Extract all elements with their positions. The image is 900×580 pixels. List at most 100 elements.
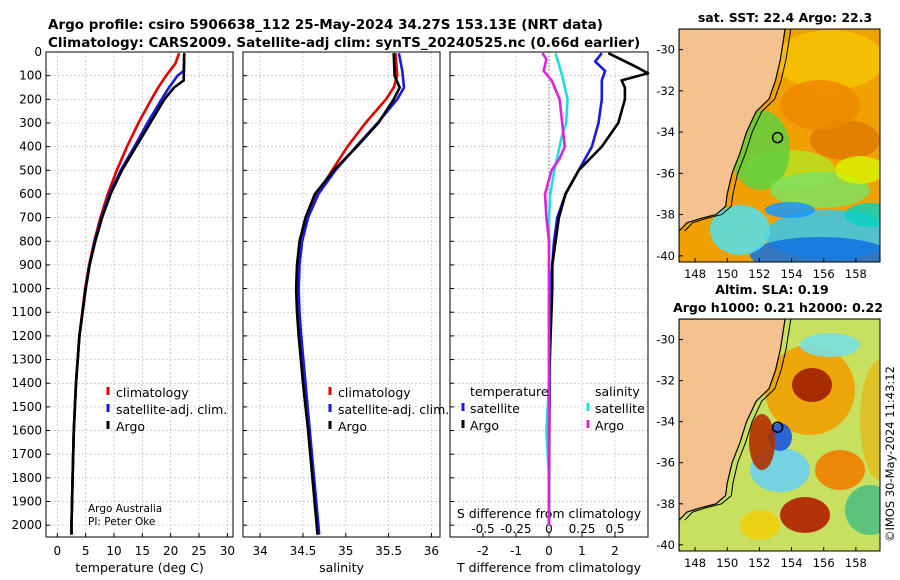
map2-xtick-label: 150: [716, 556, 738, 570]
sst-field-patch: [775, 30, 880, 90]
temperature-xtick-label: 5: [82, 544, 90, 558]
salinity-legend-label: satellite-adj. clim.: [338, 402, 449, 417]
difference-xtick-label: -1: [510, 544, 522, 558]
map2-xtick-label: 154: [781, 556, 803, 570]
salinity-xtick-label: 34.5: [290, 544, 317, 558]
sla-map-title: Altim. SLA: 0.19: [715, 282, 828, 297]
sla-map: -30 -32 -34 -36 -38 -40 148 150 152 154 156 158: [656, 318, 881, 570]
temperature-ytick-label: 1400: [11, 376, 42, 390]
temperature-legend-label: climatology: [116, 385, 189, 400]
temperature-ytick-label: 1700: [11, 447, 42, 461]
map1-content: [679, 29, 880, 262]
series-t-satellite: [547, 52, 607, 526]
map2-ytick-label: -40: [656, 538, 675, 552]
salinity-xtick-label: 35.5: [375, 544, 402, 558]
figure-title-line1: Argo profile: csiro 5906638_112 25-May-2…: [48, 17, 603, 33]
map2-ytick-label: -38: [656, 497, 675, 511]
s-tick-label: 0.25: [569, 522, 596, 536]
imos-watermark: ©IMOS 30-May-2024 11:43:12: [883, 366, 897, 542]
temperature-ytick-label: 1100: [11, 305, 42, 319]
temperature-legend-label: Argo: [116, 419, 145, 434]
legend-salinity-title: salinity: [595, 384, 640, 399]
map1-xtick-label: 154: [781, 267, 803, 281]
difference-xlabel: T difference from climatology: [456, 560, 642, 575]
sst-map: -30 -32 -34 -36 -38 -40 148 150 152 154 156 158: [656, 28, 881, 281]
map2-ytick-label: -30: [656, 333, 675, 347]
temperature-xlabel: temperature (deg C): [75, 560, 204, 575]
temperature-ytick-label: 900: [19, 258, 42, 272]
salinity-xtick-label: 35: [338, 544, 353, 558]
map1-ytick-label: -34: [656, 125, 675, 139]
sst-map-title: sat. SST: 22.4 Argo: 22.3: [698, 10, 872, 25]
sst-field-patch: [765, 202, 815, 218]
temperature-xtick-label: 0: [54, 544, 62, 558]
map1-xtick-label: 152: [748, 267, 770, 281]
map1-ytick-label: -36: [656, 166, 675, 180]
temperature-ytick-label: 1600: [11, 424, 42, 438]
temperature-ytick-label: 1900: [11, 495, 42, 509]
difference-xtick-label: 2: [611, 544, 619, 558]
map1-shelf-contour: [684, 29, 792, 232]
sla-field-patch: [815, 450, 865, 490]
salinity-frame: [242, 51, 441, 538]
temperature-ytick-label: 600: [19, 187, 42, 201]
salinity-xtick-label: 34: [252, 544, 267, 558]
map1-xtick-label: 148: [684, 267, 706, 281]
map1-ytick-label: -30: [656, 43, 675, 57]
sst-field-patch: [810, 120, 880, 160]
temperature-ytick-label: 200: [19, 92, 42, 106]
map2-shelf-contour: [684, 319, 792, 521]
legend-temperature-title: temperature: [470, 384, 549, 399]
legend-s-label: satellite: [595, 401, 645, 416]
salinity-xlabel: salinity: [319, 560, 364, 575]
temperature-xtick-label: 15: [135, 544, 150, 558]
sst-field-patch: [780, 80, 860, 130]
series-s-argo: [541, 52, 567, 526]
temperature-xtick-label: 20: [163, 544, 178, 558]
map1-ytick-label: -32: [656, 84, 675, 98]
s-tick-label: 0.5: [605, 522, 624, 536]
map2-ytick-label: -36: [656, 456, 675, 470]
map1-ytick-label: -40: [656, 249, 675, 263]
difference-xtick-label: 1: [578, 544, 586, 558]
map2-argo-marker: [771, 421, 784, 433]
temperature-frame: [45, 51, 234, 538]
sst-field-patch: [835, 156, 880, 184]
map1-frame: [678, 28, 881, 263]
legend-t-label: satellite: [470, 401, 520, 416]
map2-xtick-label: 156: [813, 556, 835, 570]
map2-frame: [678, 318, 881, 552]
map2-land: [679, 319, 786, 551]
temperature-ytick-label: 1500: [11, 400, 42, 414]
map2-xtick-label: 158: [845, 556, 867, 570]
map2-ytick-label: -32: [656, 374, 675, 388]
difference-xtick-label: -2: [477, 544, 489, 558]
temperature-ytick-label: 2000: [11, 518, 42, 532]
figure-title-line2: Climatology: CARS2009. Satellite-adj cli…: [48, 35, 640, 51]
temperature-ytick-label: 1800: [11, 471, 42, 485]
sla-field-patch: [792, 368, 832, 402]
temperature-ytick-label: 1300: [11, 353, 42, 367]
temperature-ytick-label: 100: [19, 69, 42, 83]
map1-argo-marker: [771, 131, 784, 144]
series-satellite-adj-clim-: [70, 53, 186, 535]
map1-land: [679, 29, 786, 262]
series-satellite-adj-clim-: [297, 52, 406, 535]
map1-xtick-label: 150: [716, 267, 738, 281]
sla-field-patch: [800, 333, 860, 357]
temperature-panel: 0100200300400500600700800900100011001200…: [11, 45, 235, 575]
sla-field-patch: [749, 414, 775, 470]
salinity-legend-label: Argo: [338, 419, 367, 434]
temperature-xtick-label: 25: [191, 544, 206, 558]
temperature-ytick-label: 800: [19, 234, 42, 248]
s-tick-label: -0.25: [500, 522, 531, 536]
sla-field-patch: [860, 360, 880, 480]
sla-field-patch: [740, 510, 780, 540]
temperature-ytick-label: 1000: [11, 282, 42, 296]
temperature-ytick-label: 700: [19, 211, 42, 225]
sst-field-patch: [845, 203, 880, 227]
temperature-xtick-label: 10: [106, 544, 121, 558]
credit-org: Argo Australia: [88, 503, 162, 515]
map2-ytick-label: -34: [656, 415, 675, 429]
